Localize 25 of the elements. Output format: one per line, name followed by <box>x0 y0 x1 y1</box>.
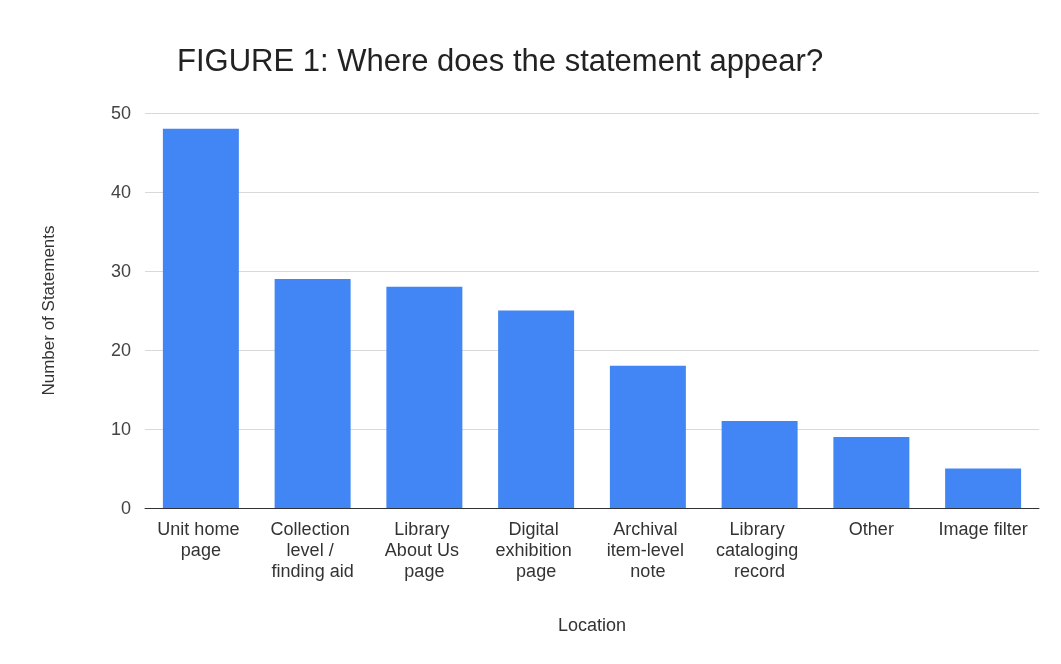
bar <box>721 421 798 508</box>
chart-title: FIGURE 1: Where does the statement appear? <box>177 43 824 78</box>
y-tick-label: 20 <box>110 340 131 360</box>
x-tick-label: Collection level / finding aid <box>270 518 355 581</box>
bar <box>498 310 575 508</box>
bar <box>609 365 686 508</box>
x-tick-label: Library cataloging record <box>716 518 804 581</box>
x-tick-label: Archival item-level note <box>606 518 689 581</box>
bar <box>162 128 239 508</box>
bar <box>833 436 910 508</box>
x-axis-title: Location <box>557 615 627 635</box>
x-tick-label: Other <box>848 518 894 539</box>
y-tick-label: 30 <box>110 261 131 281</box>
bar <box>386 286 463 508</box>
y-tick-label: 0 <box>120 498 131 518</box>
y-tick-label: 50 <box>110 103 131 123</box>
y-axis-title: Number of Statements <box>39 225 58 396</box>
x-tick-label: Image filter <box>938 518 1028 539</box>
bar <box>274 278 351 508</box>
x-tick-label: Library About Us page <box>384 518 464 581</box>
bar <box>945 468 1022 508</box>
y-tick-label: 10 <box>110 419 131 439</box>
x-tick-label: Unit home page <box>157 518 245 560</box>
x-tick-label: Digital exhibition page <box>495 518 577 581</box>
y-tick-label: 40 <box>110 182 131 202</box>
